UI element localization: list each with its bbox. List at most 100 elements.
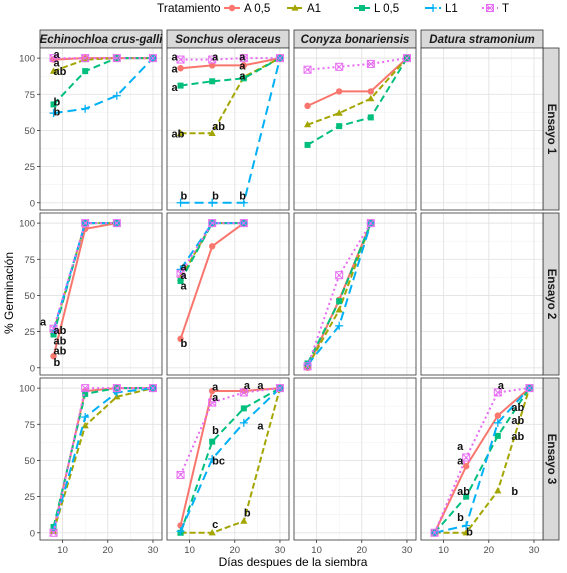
row-strip-label: Ensayo 3 [545,434,557,485]
legend: Tratamiento A 0,5 A1 L 0,5 L1 T [157,1,509,15]
point-marker [430,528,439,537]
panel [303,54,411,148]
point-marker [49,109,58,118]
panel-border [166,47,290,211]
point-marker [176,198,185,207]
marker-stroke [276,54,284,62]
point-marker [82,68,89,75]
point-marker [462,521,471,530]
marker-stroke [176,55,185,64]
x-tick-label: 20 [229,545,240,556]
panel-border [293,47,417,211]
panel-border [39,212,163,376]
marker-stroke [335,271,344,280]
significance-letter: ab [511,431,524,443]
significance-letter: b [54,107,61,119]
point-marker [239,418,248,427]
panel-border [420,377,544,541]
marker-stroke [239,54,248,63]
point-marker [81,384,90,393]
series-line [180,387,281,534]
point-marker [148,384,157,393]
point-marker [81,413,90,422]
legend-item: A 0,5 [224,3,270,15]
column-strip: Datura stramonium [420,29,544,49]
marker-stroke [81,54,90,63]
significance-letter: a [54,49,61,61]
x-axis-title: Días despues de la siembra [219,555,368,568]
significance-letter: a [239,52,246,64]
series-line [179,387,281,534]
y-tick-label: 0 [30,198,35,209]
series-line [433,387,530,534]
point-marker [49,54,58,63]
point-marker [81,104,90,113]
marker-stroke [176,55,185,64]
marker-stroke [402,54,411,63]
x-tick-label: 10 [438,545,449,556]
series-line [180,57,281,204]
marker-stroke [239,219,248,228]
marker-stroke [335,62,344,71]
point-marker [359,5,365,11]
y-tick-label: 50 [24,291,35,302]
significance-letter: ab [212,121,225,133]
panel-border [420,212,544,376]
marker-stroke [49,528,58,537]
y-tick-label: 100 [19,384,35,395]
marker-stroke [81,384,90,393]
series-line [180,57,280,61]
marker-stroke [275,54,284,63]
point-marker [335,271,344,280]
point-marker [49,324,58,333]
point-marker [208,62,216,69]
marker-stroke [49,54,58,62]
significance-letter: a [172,82,179,94]
point-marker [176,470,185,479]
marker-stroke [303,65,312,74]
marker-stroke [303,362,312,371]
series-line [180,57,281,135]
point-marker [335,306,343,313]
point-marker [208,219,217,228]
significance-letter: ab [54,66,67,78]
point-marker [209,78,216,85]
point-marker [494,432,501,439]
marker-stroke [208,55,217,64]
significance-letter: a [212,52,219,64]
x-tick-label: 30 [148,545,159,556]
significance-letter: a [181,270,188,282]
significance-letter: ab [54,335,67,347]
significance-letter: b [239,191,246,203]
point-marker [208,243,216,250]
marker-stroke [275,384,284,393]
panel-background [167,48,289,210]
point-marker [209,438,216,445]
marker-stroke [486,4,494,12]
panel-grid [39,213,162,375]
significance-letter: a [181,280,188,292]
marker-stroke [49,324,58,333]
marker-stroke [239,219,248,227]
marker-stroke [525,384,534,393]
significance-letter: b [212,191,219,203]
y-tick-label: 100 [19,219,35,230]
panel-background [294,48,416,210]
significance-letter: ab [457,486,470,498]
marker-stroke [525,384,534,392]
significance-letter: ab [511,402,524,414]
panel-border [166,377,290,541]
panel-grid [166,378,289,540]
marker-stroke [208,398,217,407]
column-strip-label: Echinochloa crus-galli [40,34,163,46]
significance-letter: a [457,455,464,467]
point-marker [275,54,284,63]
panel-border [166,212,290,376]
point-marker [112,91,121,100]
marker-stroke [303,362,312,371]
marker-stroke [366,219,375,228]
x-tick-label: 10 [311,545,322,556]
significance-letter: a [239,70,246,82]
row-strip: Ensayo 1 [542,47,560,211]
marker-stroke [276,384,284,392]
